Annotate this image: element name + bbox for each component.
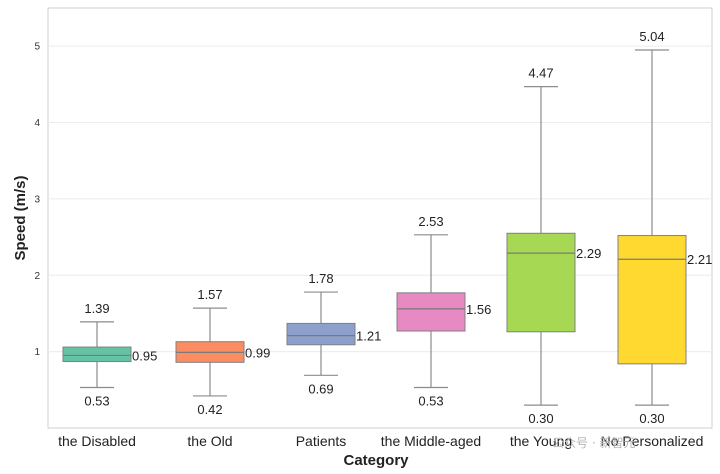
- box-iqr: [396, 292, 466, 332]
- box-iqr: [617, 235, 687, 365]
- median-label: 0.99: [245, 345, 270, 360]
- box-iqr: [506, 232, 576, 333]
- max-label: 1.39: [84, 301, 109, 316]
- y-tick-label: 3: [34, 194, 40, 205]
- y-axis-title: Speed (m/s): [12, 175, 29, 260]
- plot-frame: [47, 7, 713, 429]
- x-tick-label: the Middle-aged: [381, 433, 481, 449]
- box-iqr: [62, 346, 132, 363]
- box-group-1: 1.57 0.99 0.42: [175, 287, 270, 417]
- min-label: 0.30: [639, 411, 664, 426]
- box-group-5: 5.04 2.21 0.30: [617, 29, 712, 426]
- boxes: 1.39 0.95 0.53 1.57 0.99 0.42 1.78 1.21 0.69 2.53…: [62, 29, 712, 426]
- max-label: 1.57: [197, 287, 222, 302]
- box-group-0: 1.39 0.95 0.53: [62, 301, 157, 409]
- box-group-3: 2.53 1.56 0.53: [396, 214, 491, 409]
- min-label: 0.42: [197, 402, 222, 417]
- min-label: 0.69: [308, 381, 333, 396]
- median-label: 1.56: [466, 302, 491, 317]
- box-group-2: 1.78 1.21 0.69: [286, 271, 381, 396]
- median-label: 1.21: [356, 329, 381, 344]
- max-label: 2.53: [418, 214, 443, 229]
- x-tick-label: the Disabled: [58, 433, 136, 449]
- y-tick-label: 2: [34, 271, 40, 282]
- y-axis-ticks: 1 2 3 4 5: [34, 42, 40, 358]
- min-label: 0.30: [528, 411, 553, 426]
- median-label: 2.29: [576, 246, 601, 261]
- median-label: 2.21: [687, 252, 712, 267]
- min-label: 0.53: [84, 394, 109, 409]
- x-tick-label: Patients: [296, 433, 347, 449]
- max-label: 5.04: [639, 29, 664, 44]
- min-label: 0.53: [418, 394, 443, 409]
- x-axis-ticks: the Disabled the Old Patients the Middle-ag…: [58, 433, 703, 449]
- y-tick-label: 5: [34, 42, 40, 53]
- box-iqr: [286, 322, 356, 346]
- max-label: 1.78: [308, 271, 333, 286]
- y-tick-label: 1: [34, 347, 40, 358]
- median-label: 0.95: [132, 348, 157, 363]
- x-tick-label: the Young: [510, 433, 572, 449]
- x-tick-label: No Personalized: [601, 433, 704, 449]
- y-tick-label: 4: [34, 118, 40, 129]
- max-label: 4.47: [528, 66, 553, 81]
- box-group-4: 4.47 2.29 0.30: [506, 66, 601, 426]
- grid-lines: [48, 45, 712, 353]
- watermark: 公众号 · 新智元: [552, 435, 635, 450]
- x-axis-title: Category: [343, 452, 409, 469]
- x-tick-label: the Old: [187, 433, 232, 449]
